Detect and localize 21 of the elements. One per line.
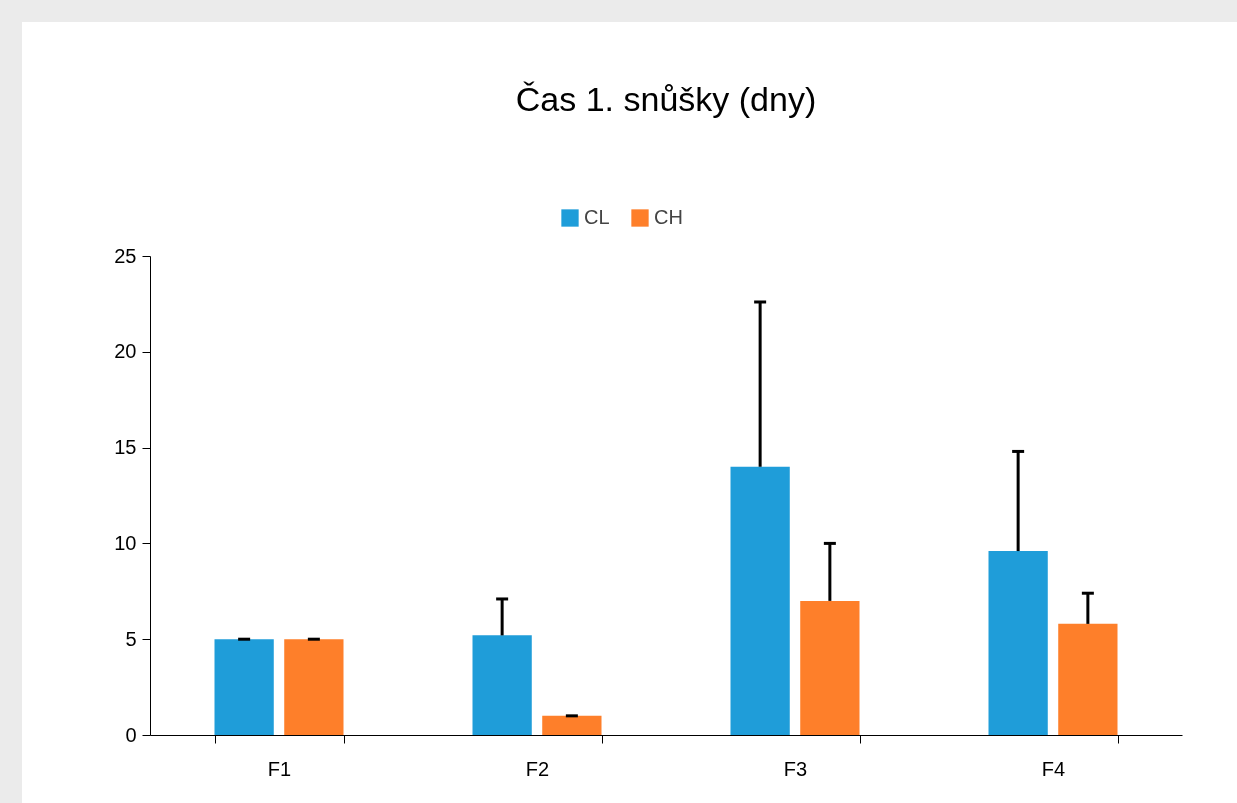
y-tick-label: 15 [114,436,137,459]
y-tick-label: 25 [114,244,137,267]
legend-label: CH [654,206,683,228]
x-tick-label: F3 [783,757,808,780]
bar [472,635,532,735]
bar [1058,623,1118,735]
bar [988,551,1048,735]
y-tick-label: 20 [114,340,137,363]
legend-label: CL [584,206,610,228]
bar [542,715,602,735]
x-tick-label: F2 [525,757,550,780]
x-tick-label: F4 [1041,757,1066,780]
y-tick-label: 5 [125,627,137,650]
y-tick-label: 0 [125,723,137,746]
bar [214,639,274,735]
bar [730,466,790,735]
x-tick-label: F1 [267,757,292,780]
chart-title: Čas 1. snůšky (dny) [515,80,817,118]
bar [800,600,860,735]
bar [284,639,344,735]
y-tick-label: 10 [114,531,137,554]
